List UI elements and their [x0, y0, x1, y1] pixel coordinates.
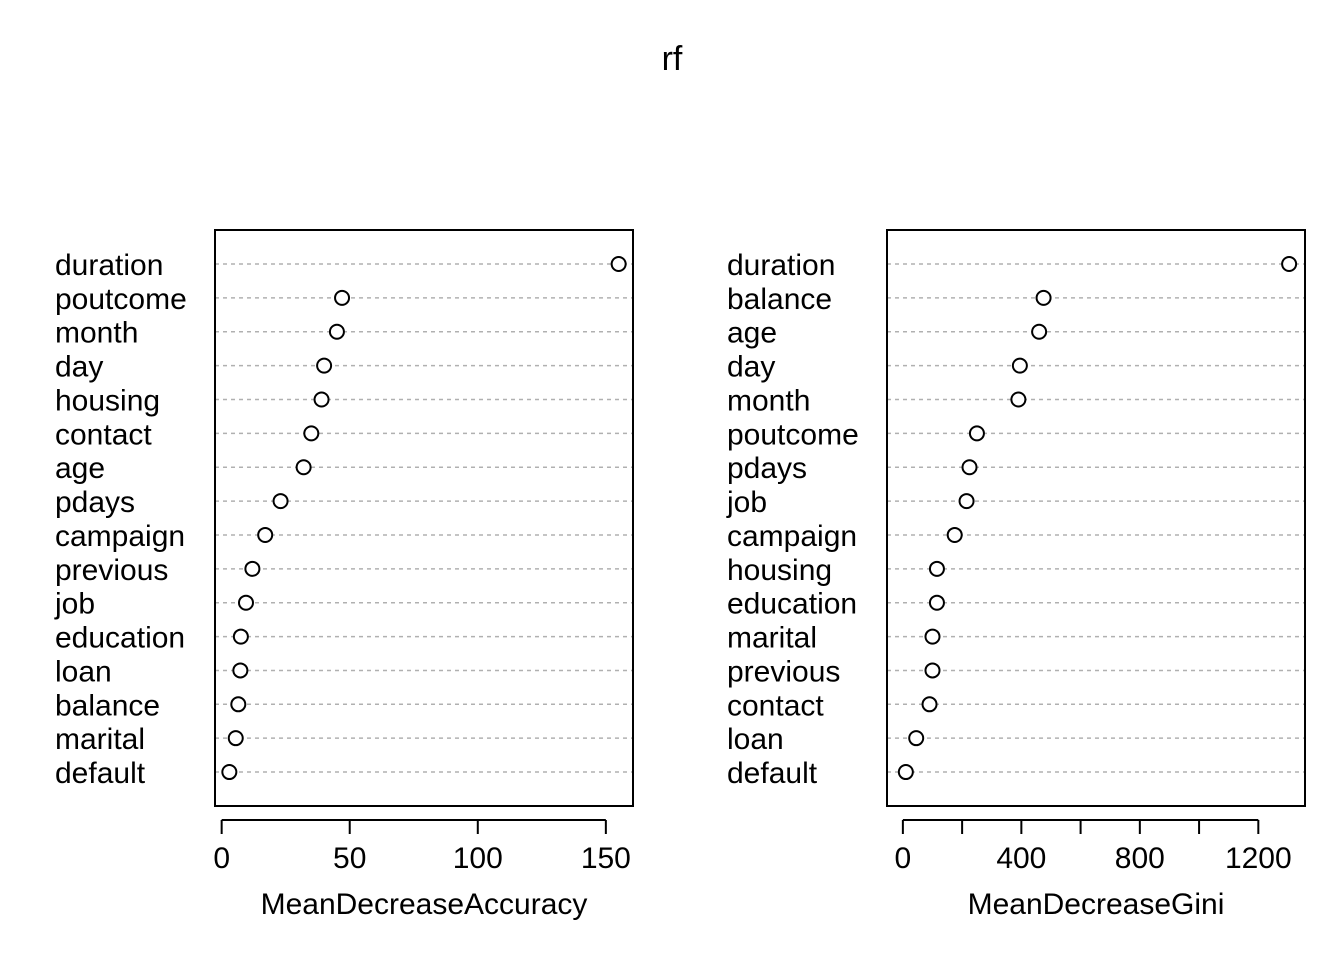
x-axis: 0 400 800 1200 — [895, 819, 1292, 875]
category-label: campaign — [55, 520, 185, 553]
category-label: pdays — [55, 486, 135, 519]
data-point — [316, 357, 333, 374]
data-point — [961, 459, 978, 476]
data-point — [230, 696, 247, 713]
x-tick-label: 150 — [581, 842, 631, 875]
panel-mean-decrease-gini: durationbalanceagedaymonthpoutcomepdaysj… — [726, 229, 1306, 921]
x-tick-label: 0 — [895, 842, 912, 875]
category-label: loan — [727, 723, 784, 756]
category-label: balance — [55, 689, 160, 722]
category-label: month — [55, 317, 138, 350]
category-label: duration — [727, 249, 835, 282]
category-label: day — [55, 351, 103, 384]
data-point — [924, 628, 941, 645]
data-point — [928, 560, 945, 577]
category-label: education — [727, 588, 857, 621]
data-point — [897, 764, 914, 781]
category-label: age — [55, 452, 105, 485]
category-label: campaign — [727, 520, 857, 553]
x-axis-label: MeanDecreaseAccuracy — [261, 888, 588, 921]
x-axis: 0 50 100 150 — [213, 819, 631, 875]
grid-lines — [215, 263, 633, 773]
category-label: balance — [727, 283, 832, 316]
category-label: duration — [55, 249, 163, 282]
category-labels: durationpoutcomemonthdayhousingcontactag… — [54, 249, 187, 790]
data-point — [328, 323, 345, 340]
data-point — [1031, 323, 1048, 340]
data-point — [334, 289, 351, 306]
category-label: contact — [727, 689, 824, 722]
chart-title: rf — [662, 40, 683, 78]
category-label: pdays — [727, 452, 807, 485]
data-point — [232, 628, 249, 645]
category-label: contact — [55, 418, 152, 451]
data-point — [924, 662, 941, 679]
data-point — [958, 493, 975, 510]
data-point — [968, 425, 985, 442]
data-point — [244, 560, 261, 577]
data-point — [257, 526, 274, 543]
data-point — [1011, 357, 1028, 374]
data-point — [232, 662, 249, 679]
x-axis-label: MeanDecreaseGini — [968, 888, 1225, 921]
x-tick-label: 100 — [453, 842, 503, 875]
data-point — [303, 425, 320, 442]
x-tick-label: 800 — [1115, 842, 1165, 875]
category-label: previous — [727, 655, 840, 688]
category-label: poutcome — [55, 283, 187, 316]
category-label: job — [54, 588, 95, 621]
category-labels: durationbalanceagedaymonthpoutcomepdaysj… — [726, 249, 859, 790]
category-label: previous — [55, 554, 168, 587]
data-points — [221, 256, 627, 781]
grid-lines — [887, 263, 1305, 773]
data-point — [946, 526, 963, 543]
category-label: day — [727, 351, 775, 384]
data-point — [237, 594, 254, 611]
category-label: default — [55, 757, 146, 790]
data-point — [921, 696, 938, 713]
category-label: month — [727, 384, 810, 417]
data-point — [221, 764, 238, 781]
category-label: marital — [55, 723, 145, 756]
data-point — [295, 459, 312, 476]
data-point — [610, 256, 627, 272]
data-point — [1035, 289, 1052, 306]
category-label: poutcome — [727, 418, 859, 451]
plot-frame — [214, 229, 634, 807]
category-label: education — [55, 622, 185, 655]
data-point — [928, 594, 945, 611]
category-label: housing — [727, 554, 832, 587]
category-label: marital — [727, 622, 817, 655]
category-label: default — [727, 757, 818, 790]
category-label: housing — [55, 384, 160, 417]
data-point — [908, 730, 925, 747]
data-point — [313, 391, 330, 408]
x-tick-label: 0 — [213, 842, 230, 875]
data-point — [1010, 391, 1027, 408]
data-point — [1281, 256, 1298, 272]
x-tick-label: 50 — [333, 842, 366, 875]
category-label: job — [726, 486, 767, 519]
data-point — [272, 493, 289, 510]
data-point — [227, 730, 244, 747]
x-tick-label: 400 — [996, 842, 1046, 875]
x-tick-label: 1200 — [1225, 842, 1292, 875]
data-points — [897, 256, 1298, 781]
category-label: loan — [55, 655, 112, 688]
panel-mean-decrease-accuracy: durationpoutcomemonthdayhousingcontactag… — [54, 229, 634, 921]
category-label: age — [727, 317, 777, 350]
plot-frame — [886, 229, 1306, 807]
